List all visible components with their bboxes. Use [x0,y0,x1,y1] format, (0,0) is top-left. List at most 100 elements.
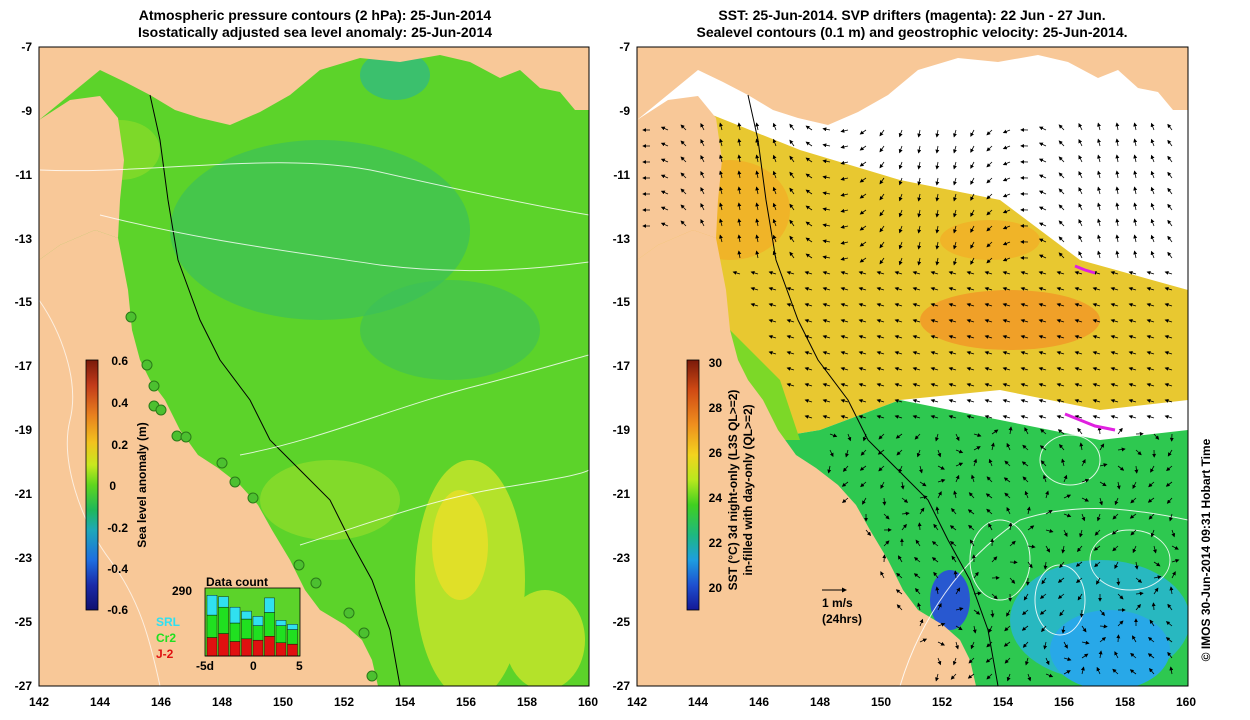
velocity-arrow [914,588,921,595]
velocity-arrow [755,234,760,243]
velocity-arrow [894,414,903,419]
velocity-arrow [1022,641,1029,648]
velocity-arrow [829,449,834,458]
velocity-arrow [973,446,981,451]
velocity-arrow [1063,513,1072,518]
velocity-arrow [1002,241,1011,246]
velocity-arrow [948,318,957,323]
velocity-arrow [719,138,723,147]
y-tick-label: -27 [15,679,33,693]
velocity-arrow [1063,529,1068,538]
velocity-arrow [898,177,903,186]
velocity-arrow [1056,270,1065,275]
velocity-arrow [930,382,939,387]
velocity-arrow [786,334,795,339]
velocity-arrow [680,188,687,195]
velocity-arrow [737,250,742,259]
velocity-arrow [660,174,669,179]
velocity-arrow [973,458,978,467]
velocity-arrow [1110,270,1119,275]
velocity-arrow [1002,257,1011,262]
velocity-arrow [1004,657,1011,664]
velocity-arrow [955,474,960,483]
velocity-arrow [1006,442,1011,451]
x-tick-label: 150 [871,695,891,709]
velocity-arrow [1043,641,1048,650]
velocity-arrow [1075,561,1083,567]
velocity-arrow [755,138,760,147]
velocity-arrow [768,350,777,355]
y-tick-label: -13 [15,232,33,246]
velocity-arrow [805,205,813,211]
velocity-arrow [1092,382,1101,387]
velocity-arrow [984,398,993,403]
velocity-arrow [772,154,777,163]
velocity-arrow [755,154,760,163]
velocity-arrow [859,177,867,183]
velocity-arrow [930,334,939,339]
velocity-arrow [966,302,975,307]
velocity-arrow [953,570,958,579]
left-land-australia [39,230,378,686]
velocity-arrow [755,122,760,131]
velocity-arrow [986,145,993,152]
velocity-arrow [1116,577,1121,586]
velocity-arrow [894,302,903,307]
velocity-arrow [967,509,975,515]
velocity-arrow [876,270,885,275]
velocity-arrow [948,350,957,355]
scale-arrow-labels: 1 m/s (24hrs) [822,596,862,626]
velocity-arrow [789,123,795,131]
velocity-arrow [1167,603,1173,611]
velocity-arrow [840,144,849,149]
velocity-arrow [858,350,867,355]
velocity-arrow [879,193,885,201]
velocity-arrow [894,366,903,371]
velocity-arrow [1056,382,1065,387]
velocity-arrow [953,490,958,499]
velocity-arrow [986,673,993,680]
velocity-arrow [917,209,922,218]
velocity-arrow [1038,286,1047,291]
velocity-arrow [991,593,998,600]
velocity-arrow [840,176,849,181]
velocity-arrow [1078,123,1083,131]
velocity-arrow [1150,122,1155,131]
inset-bar-j2 [275,642,287,657]
velocity-arrow [1002,270,1011,275]
velocity-arrow [1078,203,1083,211]
velocity-arrow [883,513,890,520]
velocity-arrow [772,234,777,243]
velocity-arrow [1150,154,1155,163]
velocity-arrow [1039,445,1047,451]
velocity-arrow [1166,465,1173,472]
velocity-arrow [912,334,921,339]
velocity-arrow [1128,334,1137,339]
velocity-arrow [822,191,831,196]
velocity-arrow [879,225,885,233]
velocity-arrow [860,449,867,456]
velocity-arrow [1002,302,1011,307]
sla-tick: -0.6 [107,603,128,617]
velocity-arrow [948,302,957,307]
velocity-arrow [859,241,867,247]
velocity-arrow [1004,492,1011,499]
velocity-arrow [986,257,993,264]
velocity-arrow [930,318,939,323]
velocity-arrow [990,442,995,451]
velocity-arrow [789,235,795,243]
velocity-arrow [1128,382,1137,387]
velocity-arrow [1146,414,1155,419]
velocity-arrow [822,334,831,339]
velocity-arrow [1165,621,1173,627]
velocity-arrow [1164,286,1173,291]
y-tick-label: -9 [21,104,32,118]
velocity-arrow [1167,219,1173,227]
velocity-arrow [680,124,687,131]
inset-bar-j2 [287,643,298,657]
velocity-arrow [680,140,687,147]
velocity-arrow [660,126,669,131]
velocity-arrow [822,127,831,132]
velocity-arrow [847,433,852,442]
velocity-arrow [768,334,777,339]
